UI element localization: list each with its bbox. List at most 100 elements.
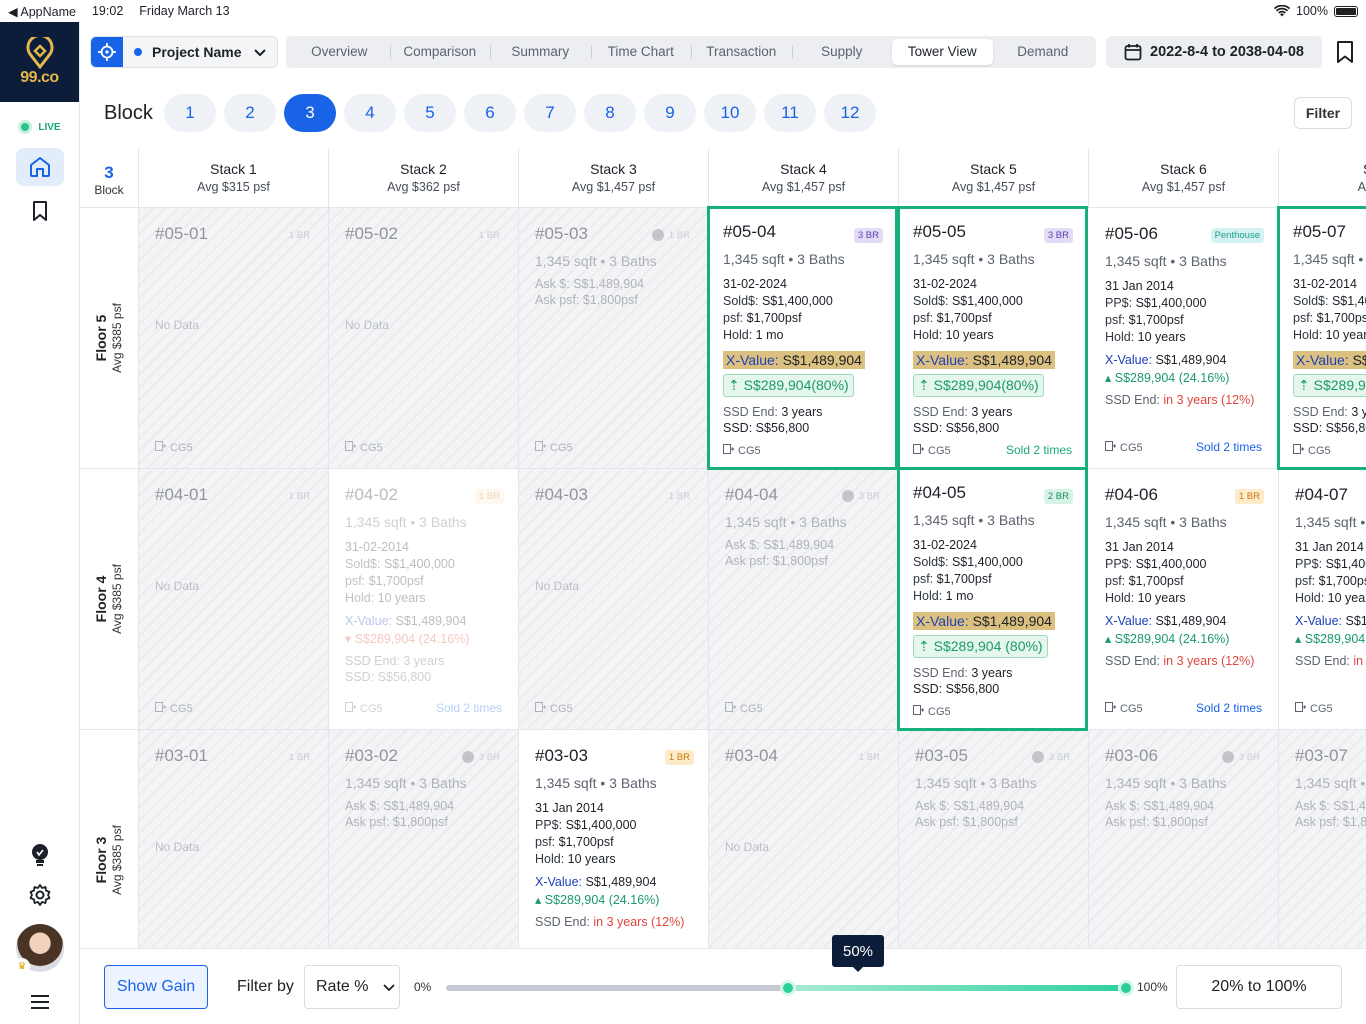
nav-insights-button[interactable] <box>16 836 64 874</box>
ssd-end-label: SSD End: <box>1105 654 1160 668</box>
block-pill-12[interactable]: 12 <box>824 94 876 132</box>
unit-cell[interactable]: #05-05 3 BR 1,345 sqft • 3 Baths 31-02-2024… <box>897 206 1088 470</box>
price-value: S$1,400,000 <box>383 557 455 571</box>
back-to-app[interactable]: ◀ AppName <box>8 4 76 19</box>
calendar-icon <box>1124 44 1142 61</box>
unit-cell[interactable]: #03-07 1,345 sqft • 3 Baths Ask $: S$1,489… <box>1279 730 1366 948</box>
unit-cell[interactable]: #04-01 1 BR No Data CG5 <box>139 469 329 730</box>
unit-cell[interactable]: #03-03 1 BR 1,345 sqft • 3 Baths 31 Jan 201… <box>519 730 709 948</box>
block-pill-7[interactable]: 7 <box>524 94 576 132</box>
x-value-amount: S$1,489,904 <box>972 352 1052 368</box>
floor-avg-psf: Avg $385 psf <box>110 825 124 895</box>
ssd-end-line: SSD End: in 3 years (12%) <box>1105 393 1262 407</box>
tab-comparison[interactable]: Comparison <box>389 39 491 65</box>
tab-demand[interactable]: Demand <box>1017 44 1069 59</box>
x-value-label: X-Value: <box>1295 614 1343 628</box>
hold-label: Hold: <box>1105 330 1135 344</box>
block-pill-4[interactable]: 4 <box>344 94 396 132</box>
car-park-icon <box>535 441 547 454</box>
block-pill-1[interactable]: 1 <box>164 94 216 132</box>
unit-cell[interactable]: #04-07 1,345 sqft • 3 Baths 31 Jan 2014 PP$… <box>1279 469 1366 730</box>
unit-cell[interactable]: #03-06 3 BR 1,345 sqft • 3 Baths Ask $: S$1… <box>1089 730 1279 948</box>
psf-line: psf: $1,700psf <box>1295 574 1366 588</box>
x-value-amount: S$1,489,904 <box>1155 614 1227 628</box>
show-gain-button[interactable]: Show Gain <box>104 965 208 1009</box>
range-slider-track[interactable]: 50% <box>446 935 1134 996</box>
unit-cell[interactable]: #04-06 1 BR 1,345 sqft • 3 Baths 31 Jan 201… <box>1089 469 1279 730</box>
slider-max-label: 100% <box>1137 980 1168 994</box>
block-pill-5[interactable]: 5 <box>404 94 456 132</box>
unit-size: 1,345 sqft • 3 Baths <box>1105 253 1227 269</box>
unit-cell[interactable]: #05-07 1,345 sqft • 3 Baths 31-02-2014 Sold… <box>1277 206 1366 470</box>
psf-label: psf: <box>535 835 556 849</box>
unit-cell[interactable]: #05-03 1 BR 1,345 sqft • 3 Baths Ask $: S$1… <box>519 208 709 469</box>
listing-status-dot <box>842 490 854 502</box>
sold-times-link[interactable]: Sold 2 times <box>1005 443 1072 457</box>
price-value: S$1,400,000 <box>1135 296 1207 310</box>
nav-saved-button[interactable] <box>16 192 64 230</box>
stack-avg-psf: Avg $1,457 psf <box>761 180 846 194</box>
range-slider-low-handle[interactable] <box>780 980 796 996</box>
battery-icon <box>1334 5 1358 17</box>
filter-button[interactable]: Filter <box>1294 97 1352 129</box>
tab-tower-view[interactable]: Tower View <box>892 39 993 65</box>
unit-cell[interactable]: #03-05 3 BR 1,345 sqft • 3 Baths Ask $: S$1… <box>899 730 1089 948</box>
listing-status-dot <box>1222 751 1234 763</box>
project-selector[interactable]: Project Name <box>90 36 278 68</box>
block-pill-11[interactable]: 11 <box>764 94 816 132</box>
sold-times-link[interactable]: Sold 2 times <box>1195 440 1262 454</box>
psf-value: $1,700psf <box>936 572 992 586</box>
unit-number: #03-03 <box>535 746 588 765</box>
cell-footer: CG5 <box>1105 441 1143 454</box>
unit-size: 1,345 sqft • 3 Baths <box>535 775 657 791</box>
unit-cell[interactable]: #05-01 1 BR No Data CG5 <box>139 208 329 469</box>
block-pill-3[interactable]: 3 <box>284 94 336 132</box>
psf-line: psf: $1,700psf <box>1105 574 1262 588</box>
block-pill-10[interactable]: 10 <box>704 94 756 132</box>
tab-transaction[interactable]: Transaction <box>691 39 792 65</box>
brand-logo[interactable]: 99.co <box>0 22 79 102</box>
unit-cell[interactable]: #04-04 3 BR 1,345 sqft • 3 Baths Ask $: S$1… <box>709 469 899 730</box>
nav-home-button[interactable] <box>15 148 64 186</box>
unit-cell[interactable]: #05-02 1 BR No Data CG5 <box>329 208 519 469</box>
slider-min-label: 0% <box>414 980 432 994</box>
block-pill-2[interactable]: 2 <box>224 94 276 132</box>
bookmark-icon <box>1337 41 1353 63</box>
tab-overview[interactable]: Overview <box>311 44 368 59</box>
user-avatar[interactable]: ♛ <box>14 924 64 974</box>
psf-label: psf: <box>345 574 366 588</box>
range-text-box[interactable]: 20% to 100% <box>1176 965 1342 1009</box>
unit-cell[interactable]: #03-02 3 BR 1,345 sqft • 3 Baths Ask $: S$1… <box>329 730 519 948</box>
range-slider-fill <box>788 985 1126 991</box>
unit-number: #03-02 <box>345 746 398 765</box>
block-pill-6[interactable]: 6 <box>464 94 516 132</box>
tab-summary[interactable]: Summary <box>490 39 591 65</box>
date-range-button[interactable]: 2022-8-4 to 2038-04-08 <box>1106 36 1322 68</box>
unit-cell[interactable]: #05-04 3 BR 1,345 sqft • 3 Baths 31-02-2024… <box>707 206 898 470</box>
view-tabs: Overview Comparison Summary Time Chart Trans… <box>286 36 1096 68</box>
bookmark-button[interactable] <box>1336 40 1354 69</box>
tab-supply[interactable]: Supply <box>791 39 893 65</box>
unit-cell[interactable]: #05-06 Penthouse 1,345 sqft • 3 Baths 31 Ja… <box>1089 208 1279 469</box>
unit-cell[interactable]: #04-03 1 BR No Data CG5 <box>519 469 709 730</box>
tab-time-chart[interactable]: Time Chart <box>590 39 692 65</box>
car-park-code: CG5 <box>1120 441 1143 454</box>
unit-cell[interactable]: #04-02 1 BR 1,345 sqft • 3 Baths 31-02-2014… <box>329 469 519 730</box>
sold-times-link[interactable]: Sold 2 times <box>435 701 502 715</box>
unit-cell[interactable]: #04-05 2 BR 1,345 sqft • 3 Baths 31-02-2024… <box>897 467 1088 731</box>
price-value: S$1,400,000 <box>1135 557 1207 571</box>
filter-by-select[interactable]: Rate % <box>304 965 400 1009</box>
sold-times-link[interactable]: Sold 2 times <box>1195 701 1262 715</box>
range-slider-high-handle[interactable] <box>1118 980 1134 996</box>
block-pill-8[interactable]: 8 <box>584 94 636 132</box>
nav-settings-button[interactable] <box>16 876 64 914</box>
no-data-label: No Data <box>155 840 200 854</box>
bedroom-badge: 3 BR <box>1048 752 1070 763</box>
triangle-up-icon: ▴ <box>1105 371 1115 385</box>
price-line: Sold$: S$1,400,000 <box>913 294 1072 308</box>
menu-button[interactable] <box>16 980 64 1024</box>
ask-psf: Ask psf: $1,800psf <box>1105 815 1208 829</box>
block-pill-9[interactable]: 9 <box>644 94 696 132</box>
